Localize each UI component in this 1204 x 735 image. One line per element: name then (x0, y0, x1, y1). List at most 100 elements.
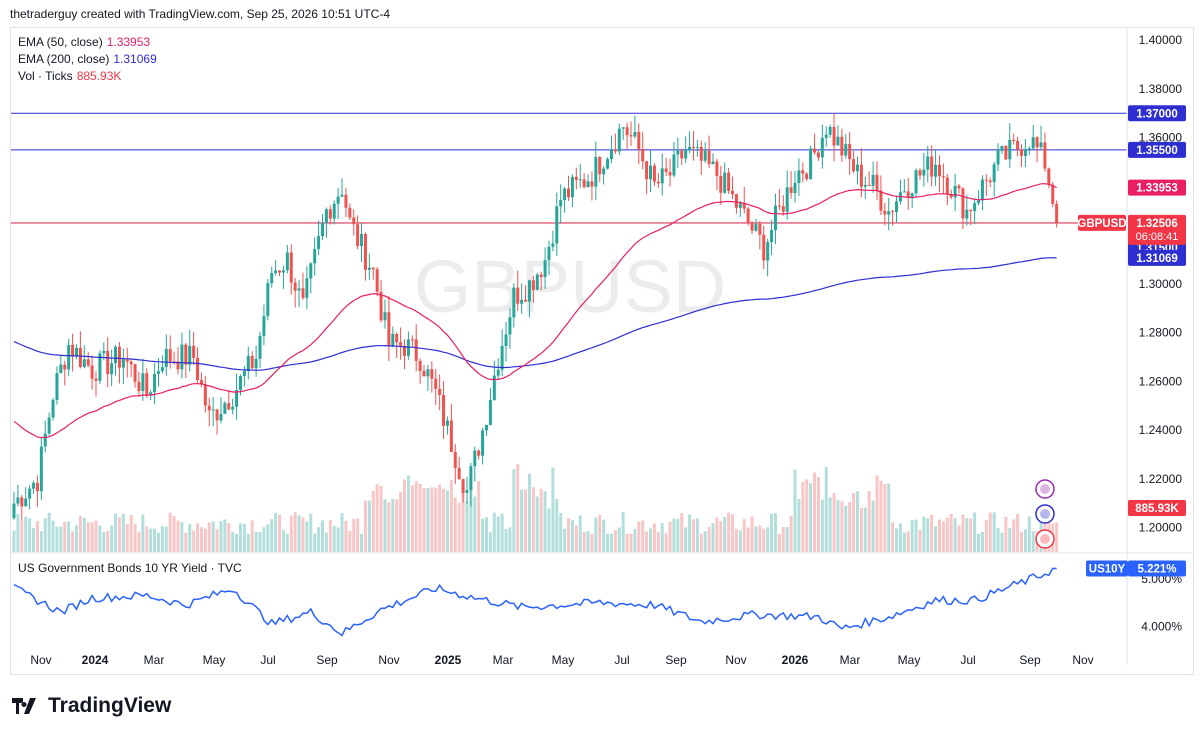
volume-bar (410, 485, 414, 552)
candle-body (281, 270, 285, 273)
candle-body (395, 333, 399, 343)
volume-bar (461, 480, 465, 552)
candle-body (32, 482, 36, 489)
candle-body (110, 363, 114, 375)
candle-body (937, 164, 941, 177)
volume-bar (82, 517, 86, 552)
volume-bar (535, 496, 539, 552)
candle-body (723, 172, 727, 193)
candle-body (992, 164, 996, 183)
ema50-legend[interactable]: EMA (50, close) 1.33953 (18, 35, 150, 49)
candle-body (863, 184, 867, 187)
x-tick-label: Jul (960, 653, 975, 667)
candle-body (117, 346, 121, 368)
candle-body (328, 209, 332, 219)
last-price-badge (1128, 214, 1186, 245)
volume-bar (617, 527, 621, 552)
volume-bar (305, 521, 309, 552)
tradingview-logo-icon (12, 698, 36, 714)
candle-body (153, 373, 157, 393)
candle-body (512, 287, 516, 318)
uk-flag-event-icon (1035, 504, 1055, 524)
candle-body (356, 224, 360, 247)
level-badge (1128, 105, 1186, 122)
volume-bar (149, 528, 153, 552)
candle-body (63, 364, 67, 370)
volume-bar (98, 525, 102, 552)
candle-body (887, 211, 891, 215)
candle-body (930, 156, 934, 177)
candle-body (574, 176, 578, 181)
volume-bar (379, 486, 383, 552)
candle-body (727, 172, 731, 191)
volume-bar (207, 522, 211, 552)
us10y-tick-label: 4.000% (1141, 619, 1182, 633)
candle-body (828, 126, 832, 135)
candle-body (625, 127, 629, 136)
volume-bar (324, 532, 328, 552)
volume-bar (469, 486, 473, 552)
ema50-legend-value: 1.33953 (106, 35, 151, 49)
x-tick-label: Nov (378, 653, 399, 667)
candle-body (633, 131, 637, 137)
candle-body (160, 367, 164, 372)
volume-bar (215, 529, 219, 552)
candle-body (442, 394, 446, 426)
candle-body (953, 185, 957, 198)
volume-bar (278, 514, 282, 552)
volume-bar (375, 484, 379, 552)
tradingview-logo[interactable]: TradingView (12, 694, 171, 718)
volume-bar (332, 525, 336, 552)
x-tick-label: Mar (493, 653, 514, 667)
candle-body (215, 409, 219, 421)
volume-bar (1055, 522, 1059, 552)
us10y-legend[interactable]: US Government Bonds 10 YR Yield · TVC (18, 561, 242, 575)
candle-body (297, 288, 301, 291)
volume-bar (516, 464, 520, 552)
ema200-legend[interactable]: EMA (200, close) 1.31069 (18, 52, 157, 66)
candle-body (250, 355, 254, 369)
volume-bar (750, 516, 754, 552)
candle-body (1012, 139, 1016, 142)
volume-bar (891, 522, 895, 552)
candle-body (274, 270, 278, 274)
candle-body (317, 236, 321, 249)
candle-body (254, 358, 258, 369)
candle-body (371, 267, 375, 270)
candle-body (399, 342, 403, 346)
volume-bar (875, 475, 879, 552)
volume-bar (574, 525, 578, 552)
candle-body (609, 149, 613, 160)
candle-body (352, 217, 356, 225)
candle-body (746, 208, 750, 223)
volume-bar (16, 513, 20, 552)
volume-bar (485, 517, 489, 552)
x-tick-label: May (898, 653, 921, 667)
volume-badge (1128, 500, 1186, 516)
candle-body (567, 188, 571, 198)
candle-body (141, 373, 145, 392)
volume-bar (430, 487, 434, 552)
volume-legend[interactable]: Vol · Ticks 885.93K (18, 69, 121, 83)
candle-body (309, 263, 313, 279)
volume-bar (977, 533, 981, 552)
volume-bar (578, 515, 582, 552)
candle-body (1027, 148, 1031, 150)
candle-body (551, 243, 555, 247)
volume-bar (363, 500, 367, 552)
candle-body (203, 384, 207, 406)
volume-bar (367, 500, 371, 552)
volume-bar (1004, 516, 1008, 552)
candle-body (196, 357, 200, 380)
volume-bar (1016, 513, 1020, 552)
candle-body (527, 280, 531, 302)
volume-bar (231, 531, 235, 552)
volume-bar (391, 498, 395, 552)
candle-body (383, 312, 387, 321)
volume-bar (301, 517, 305, 552)
volume-bar (660, 523, 664, 552)
volume-bar (289, 515, 293, 552)
volume-bar (758, 525, 762, 552)
candle-body (176, 361, 180, 370)
